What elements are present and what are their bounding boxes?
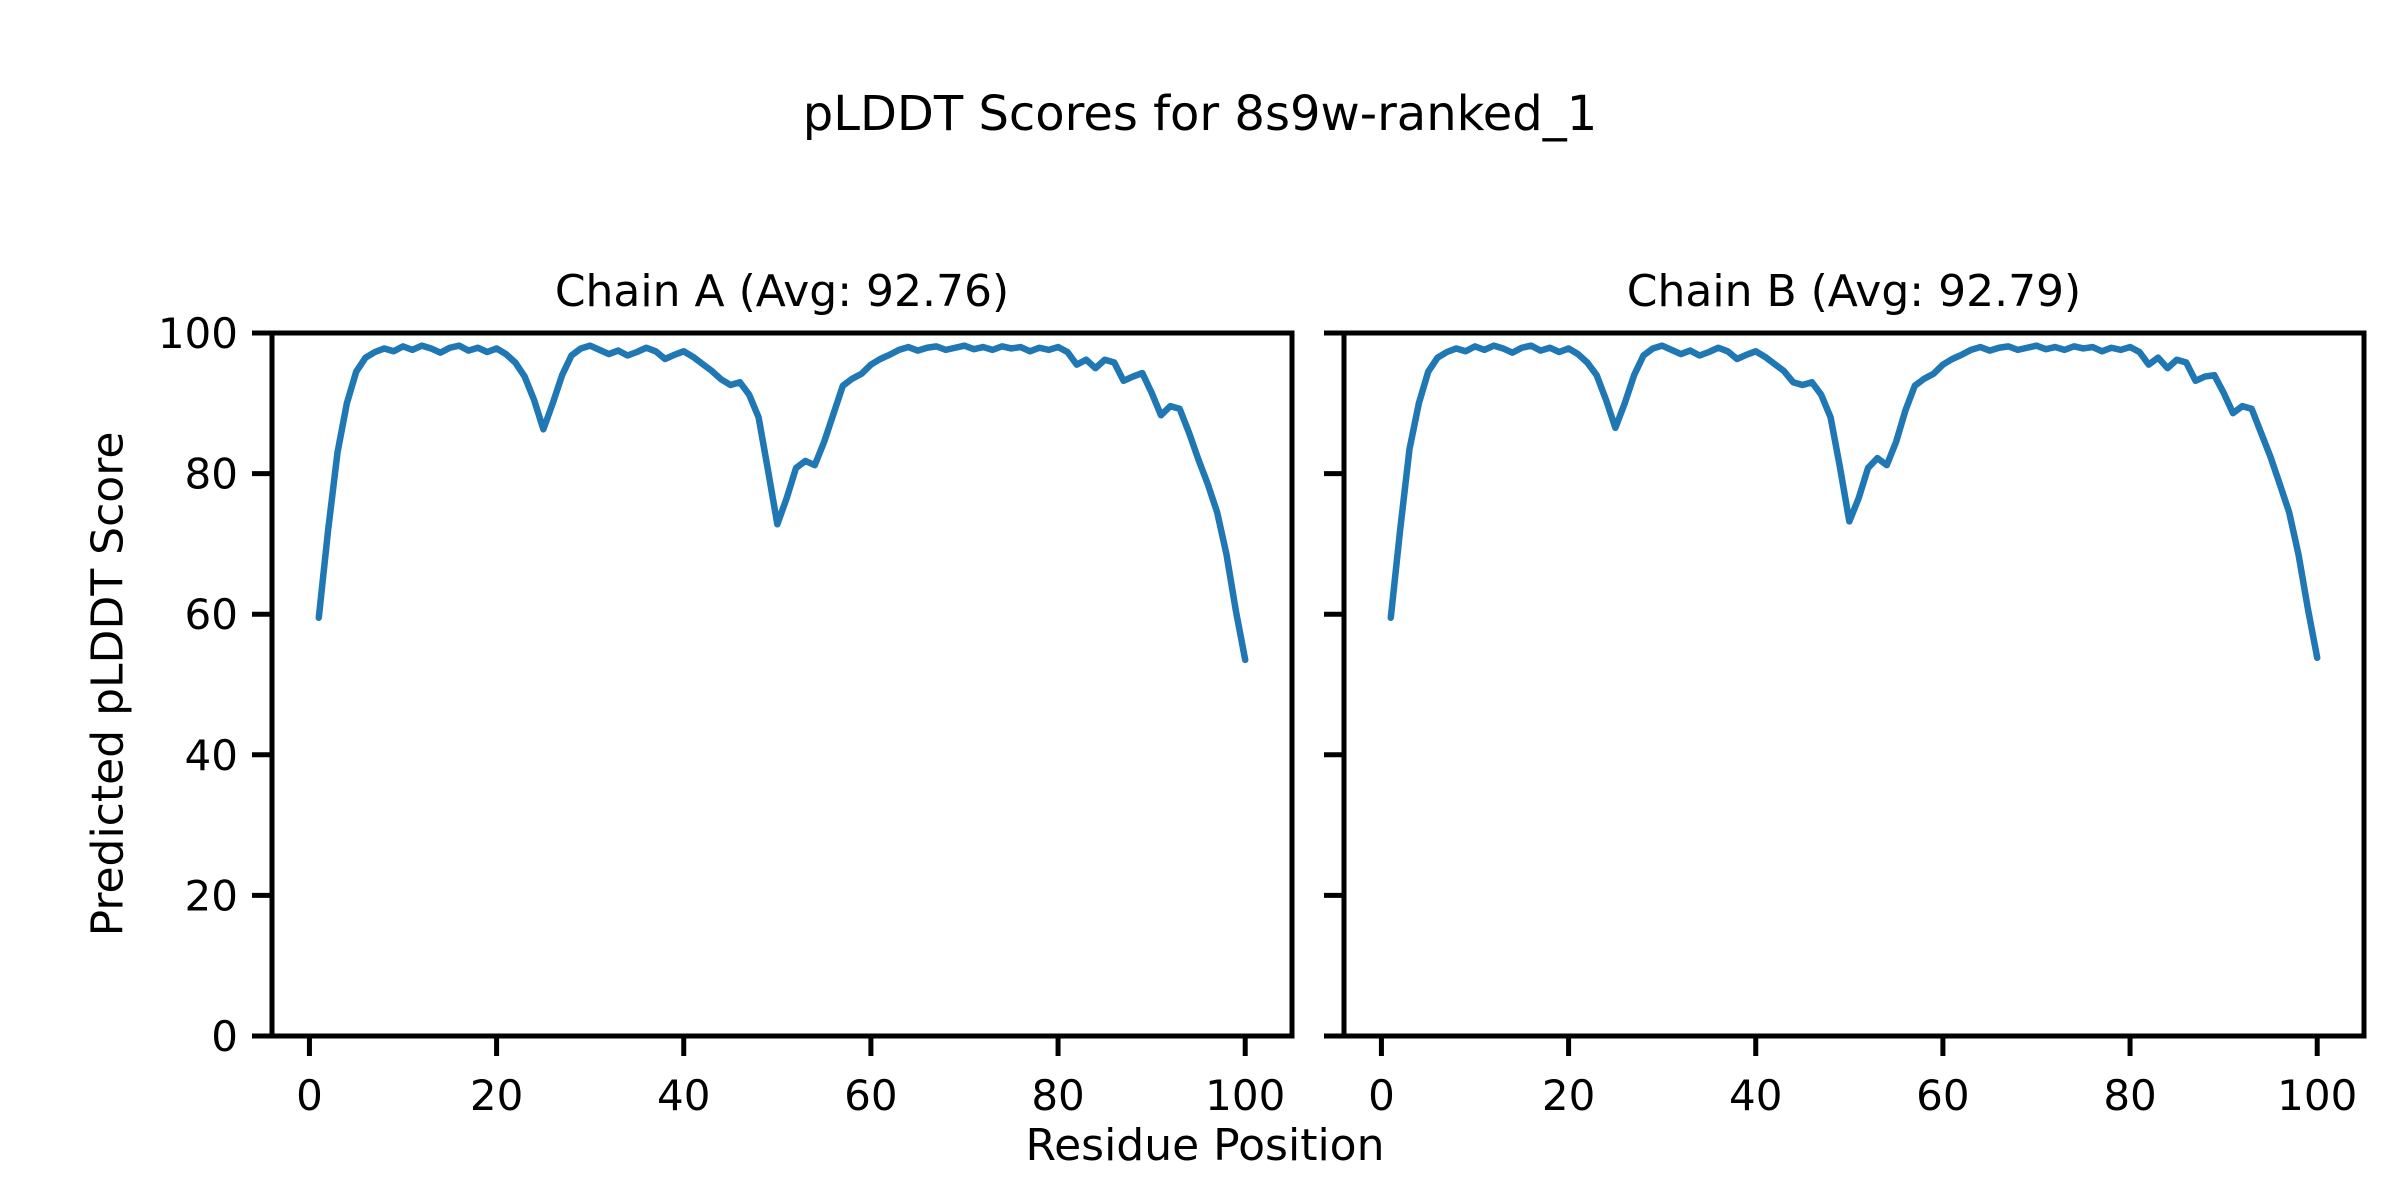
axes-b-title: Chain B (Avg: 92.79) [1626,266,2082,317]
axes-chain-b: 0 20 40 60 80 100 [1324,330,2367,1120]
x-tick-label: 100 [1205,1071,1285,1120]
x-tick-label: 0 [296,1071,323,1120]
y-tick-label: 0 [211,1012,238,1061]
x-tick-label: 100 [2277,1071,2357,1120]
y-tick-label: 100 [158,309,238,358]
x-tick-label: 80 [1031,1071,1084,1120]
y-tick-label: 60 [185,590,238,639]
figure-title: pLDDT Scores for 8s9w-ranked_1 [802,86,1598,142]
y-tick-label: 20 [185,871,238,920]
axes-chain-a: 0 20 40 60 80 100 0 20 40 60 80 100 [158,309,1295,1120]
y-axis-label: Predicted pLDDT Score [82,431,134,937]
y-tick-label: 40 [185,731,238,780]
axes-a-title: Chain A (Avg: 92.76) [554,266,1010,317]
x-tick-label: 40 [657,1071,710,1120]
x-tick-label: 20 [470,1071,523,1120]
x-axis-label: Residue Position [1025,1120,1385,1171]
x-tick-label: 0 [1368,1071,1395,1120]
axes-spines [269,330,1295,1039]
x-tick-label: 40 [1729,1071,1782,1120]
x-tick-label: 60 [844,1071,897,1120]
plddt-line-chain-a [315,342,1249,664]
x-tick-label: 80 [2103,1071,2156,1120]
plddt-line-chain-b [1387,342,2321,662]
axes-spines [1341,330,2367,1039]
x-tick-label: 60 [1916,1071,1969,1120]
y-tick-label: 80 [185,450,238,499]
x-tick-label: 20 [1542,1071,1595,1120]
